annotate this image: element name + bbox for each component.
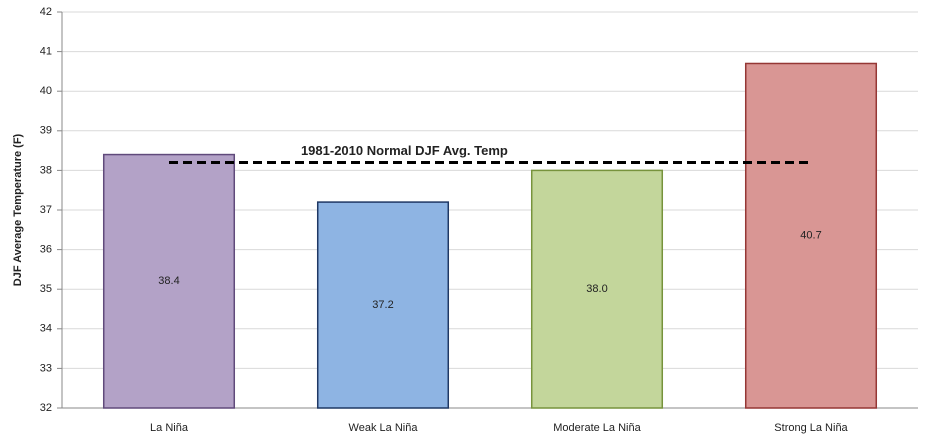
y-axis-label: DJF Average Temperature (F) — [12, 133, 24, 286]
data-label: 40.7 — [800, 230, 821, 242]
y-tick-label: 34 — [40, 323, 52, 335]
y-tick-label: 33 — [40, 362, 52, 374]
y-tick-label: 37 — [40, 204, 52, 216]
data-label: 38.0 — [586, 283, 607, 295]
y-tick-label: 41 — [40, 46, 52, 58]
bar — [530, 169, 664, 409]
y-tick-label: 36 — [40, 244, 52, 256]
bar — [316, 201, 450, 409]
y-tick-label: 39 — [40, 125, 52, 137]
y-tick-label: 38 — [40, 164, 52, 176]
reference-label: 1981-2010 Normal DJF Avg. Temp — [301, 143, 508, 158]
y-tick-label: 35 — [40, 283, 52, 295]
y-tick-label: 32 — [40, 402, 52, 414]
data-label: 38.4 — [158, 275, 179, 287]
x-tick-label: La Niña — [150, 422, 189, 434]
bar — [744, 62, 878, 409]
bar — [102, 153, 236, 409]
x-tick-label: Strong La Niña — [774, 422, 848, 434]
data-label: 37.2 — [372, 299, 393, 311]
x-tick-label: Weak La Niña — [349, 422, 419, 434]
y-tick-label: 42 — [40, 6, 52, 18]
y-tick-label: 40 — [40, 85, 52, 97]
x-tick-label: Moderate La Niña — [553, 422, 641, 434]
